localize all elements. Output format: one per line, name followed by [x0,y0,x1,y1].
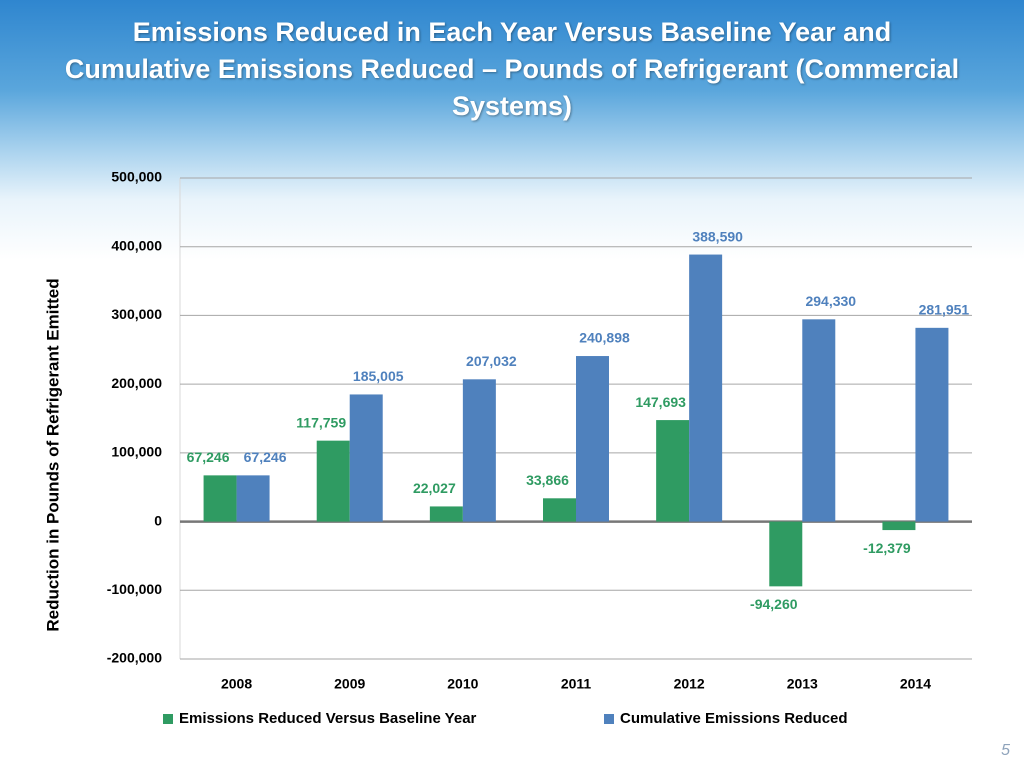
data-label: 147,693 [635,394,686,410]
bar [543,498,576,522]
data-label: -12,379 [863,540,911,556]
bar [802,319,836,522]
legend-swatch [604,714,614,724]
data-label: 67,246 [244,449,287,465]
y-tick-label: 100,000 [111,444,162,460]
y-axis-label: Reduction in Pounds of Refrigerant Emitt… [43,278,62,631]
y-tick-label: 0 [154,512,162,528]
y-tick-label: 300,000 [111,306,162,322]
data-label: 22,027 [413,480,456,496]
bar [429,506,463,522]
data-label: 240,898 [579,330,630,346]
x-tick-label: 2008 [221,676,252,692]
data-label: 207,032 [466,353,517,369]
bar [882,521,916,531]
chart-title: Emissions Reduced in Each Year Versus Ba… [64,17,960,121]
legend-swatch [163,714,173,724]
bar [236,475,270,522]
x-tick-label: 2014 [900,676,931,692]
data-label: 388,590 [692,228,743,244]
y-tick-label: 500,000 [111,169,162,185]
bar [769,521,803,587]
x-tick-label: 2010 [447,676,478,692]
bar [915,327,949,522]
data-label: 67,246 [187,449,230,465]
x-tick-label: 2013 [787,676,818,692]
bar [576,356,609,522]
page-number: 5 [1001,742,1010,759]
y-tick-label: 200,000 [111,375,162,391]
bar [203,475,237,522]
bar [656,420,690,522]
y-tick-label: 400,000 [111,237,162,253]
data-label: 185,005 [353,368,404,384]
x-tick-label: 2011 [561,676,592,692]
x-tick-label: 2012 [674,676,705,692]
data-label: 117,759 [296,414,346,430]
x-tick-label: 2009 [334,676,365,692]
data-label: -94,260 [750,596,798,612]
bar [349,394,383,522]
bar [316,440,350,522]
legend-label: Cumulative Emissions Reduced [620,710,848,727]
data-label: 294,330 [805,293,856,309]
data-label: 281,951 [919,302,970,318]
y-tick-label: -200,000 [107,650,162,666]
data-label: 33,866 [526,472,569,488]
bar [689,254,723,522]
bar [462,379,496,522]
y-tick-label: -100,000 [107,581,162,597]
legend-label: Emissions Reduced Versus Baseline Year [179,710,477,727]
